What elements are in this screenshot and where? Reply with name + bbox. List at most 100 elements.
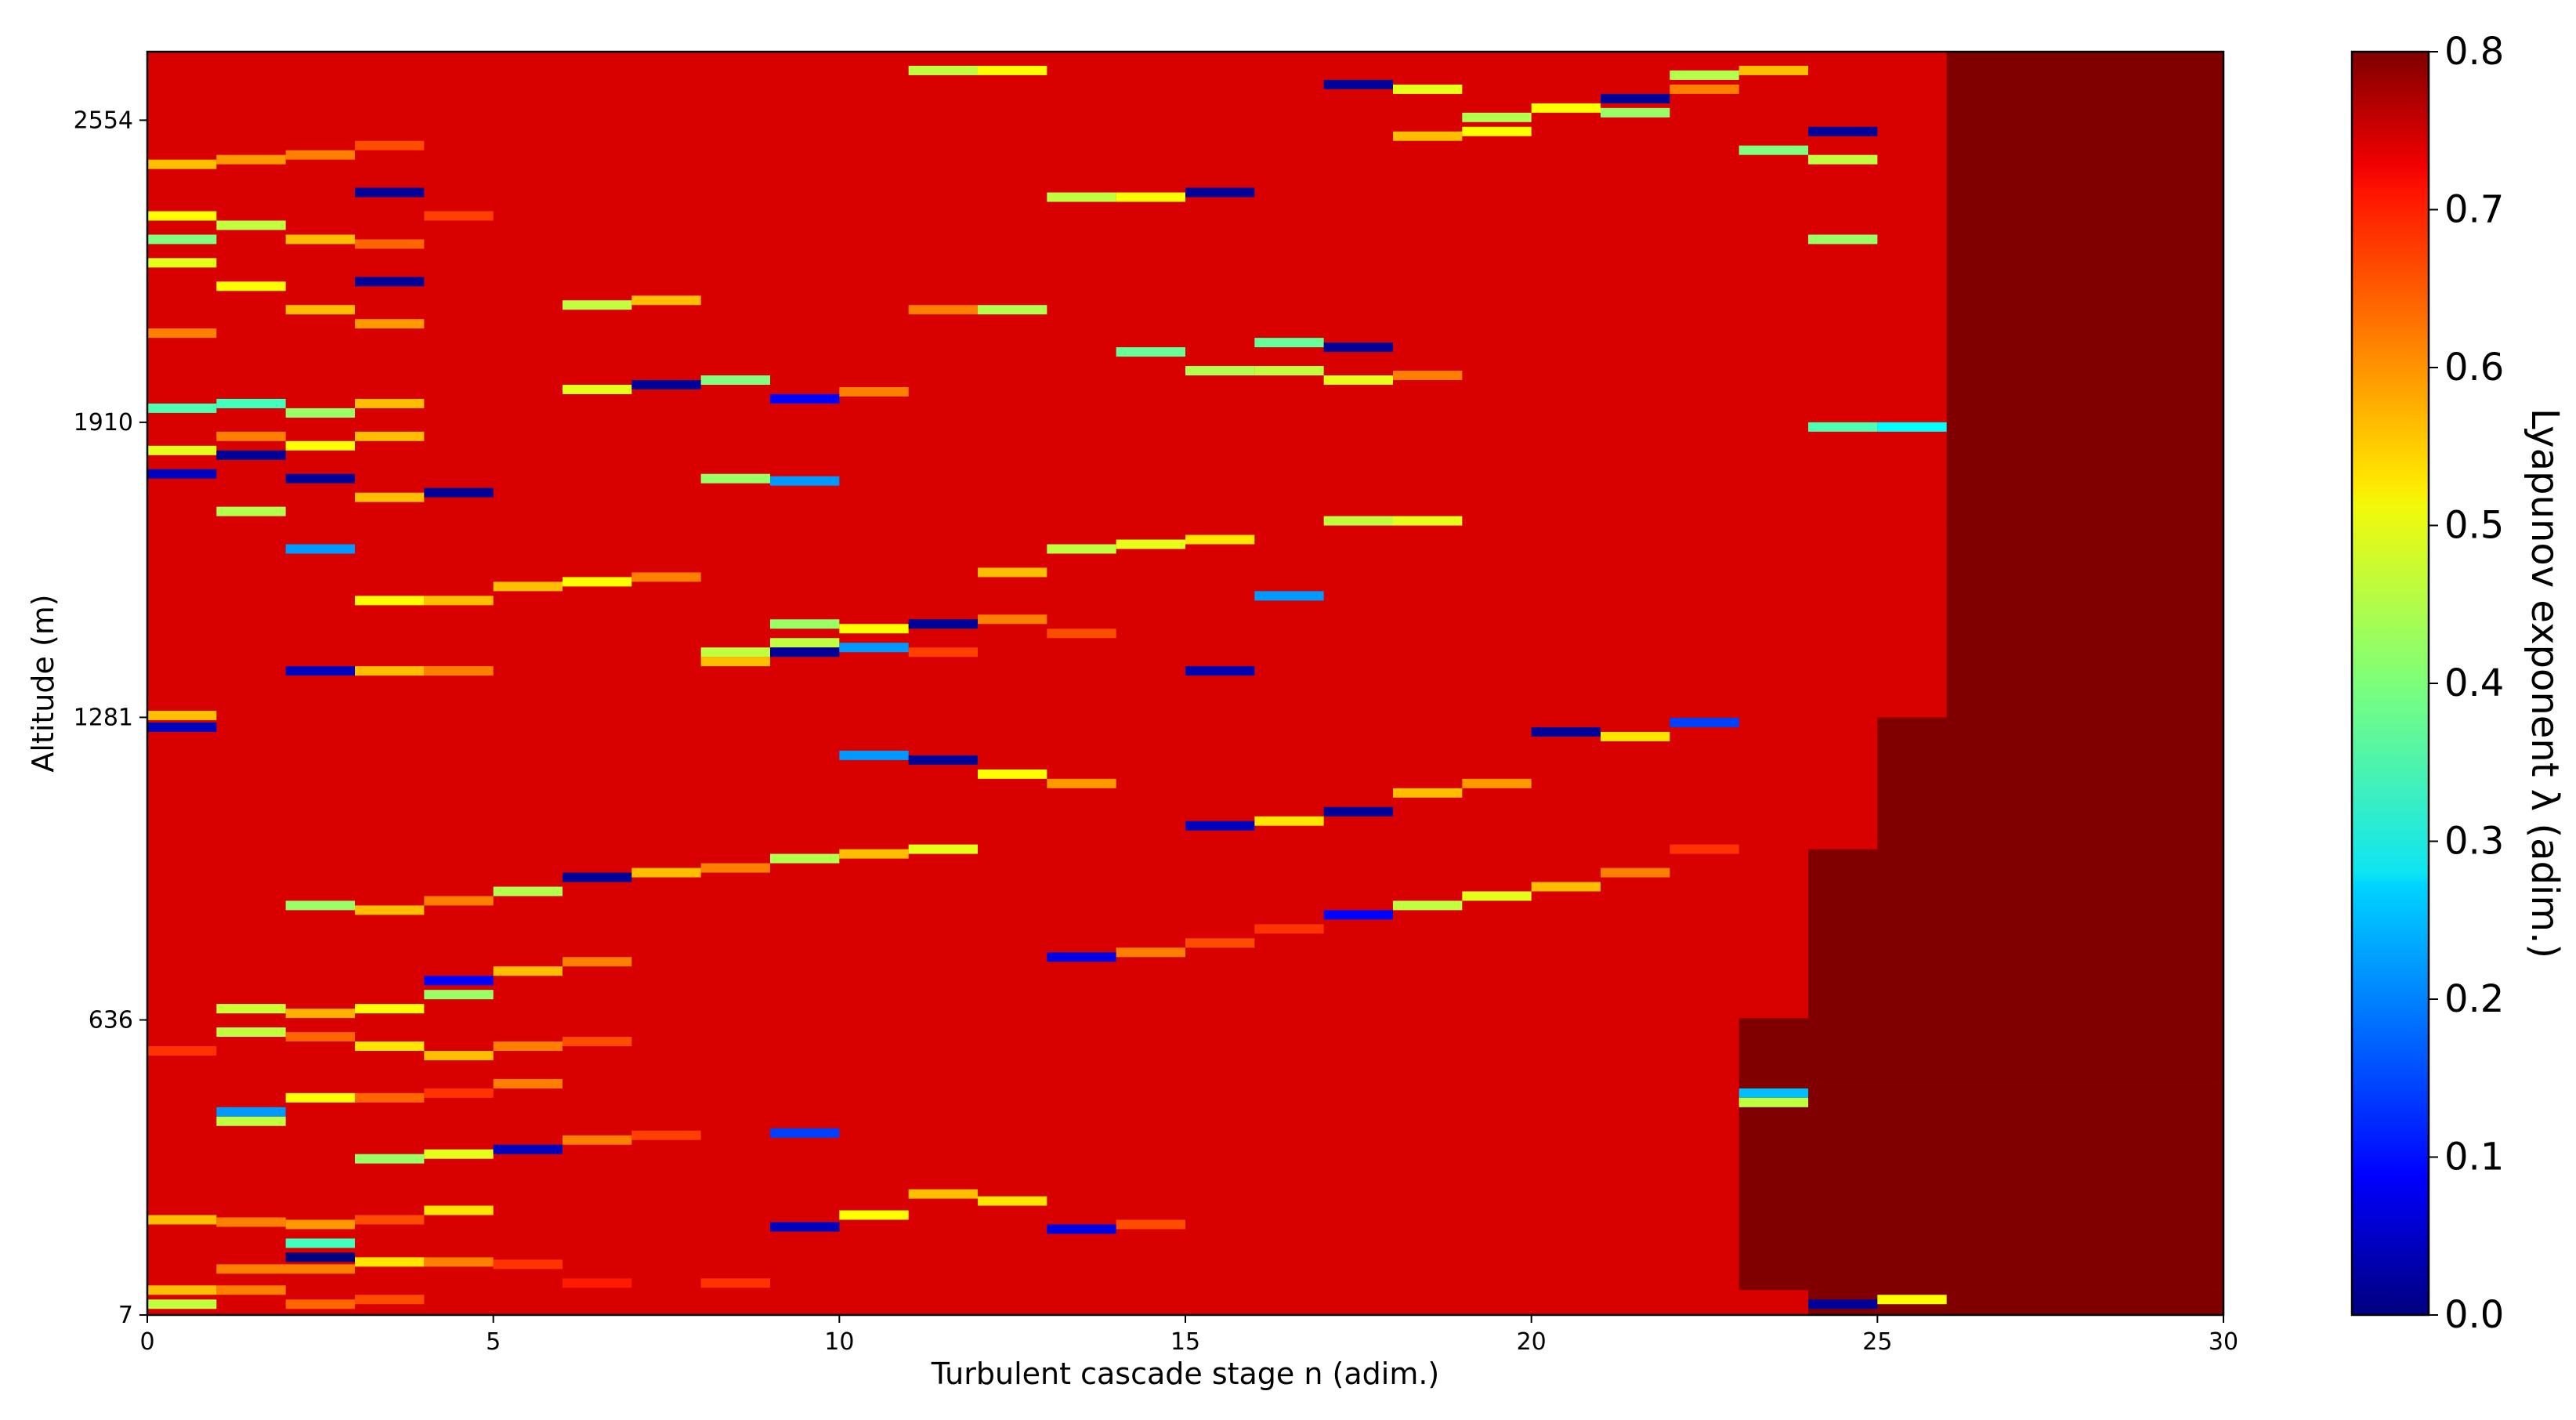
- heatmap-cell: [216, 1285, 286, 1295]
- heatmap-cell: [285, 150, 355, 160]
- x-axis-ticks: 0 5 10 15 20 25 30: [139, 1315, 2238, 1356]
- heatmap-cell: [147, 445, 217, 455]
- heatmap-cell: [631, 380, 701, 389]
- heatmap-cell: [285, 1299, 355, 1310]
- y-tick-label: 2554: [74, 107, 133, 134]
- heatmap-cell: [493, 1078, 563, 1089]
- heatmap-cell: [1738, 145, 1808, 155]
- heatmap-cell: [908, 619, 978, 629]
- heatmap-cell: [631, 572, 701, 582]
- heatmap-cell: [285, 1092, 355, 1103]
- heatmap-cell: [908, 844, 978, 854]
- heatmap-cell: [700, 647, 770, 657]
- plot-area: 0 5 10 15 20 25 30 7 636 1281 1910 2554: [74, 50, 2238, 1356]
- heatmap-cell: [1808, 422, 1878, 432]
- heatmap-cell: [1047, 544, 1116, 554]
- heatmap-cell: [563, 957, 632, 967]
- heatmap-cell: [1254, 366, 1324, 376]
- heatmap-cell: [978, 1196, 1047, 1206]
- heatmap-cell: [355, 187, 425, 197]
- heatmap-cell: [1601, 107, 1670, 118]
- heatmap-cell: [216, 1107, 286, 1117]
- heatmap-cell: [355, 1004, 425, 1014]
- heatmap-cell: [563, 1037, 632, 1047]
- heatmap-cell: [631, 1130, 701, 1140]
- heatmap-cell: [1047, 778, 1116, 788]
- heatmap-cell: [563, 1135, 632, 1145]
- heatmap-cell: [285, 440, 355, 451]
- heatmap-cell: [563, 384, 632, 394]
- colorbar-label: Lyapunov exponent λ (adim.): [2523, 408, 2567, 958]
- heatmap-cell: [424, 487, 494, 498]
- x-tick-label: 15: [1170, 1328, 1200, 1356]
- heatmap-cell: [493, 886, 563, 897]
- heatmap-cell: [355, 1092, 425, 1103]
- heatmap-cell: [1047, 628, 1116, 639]
- heatmap-cell: [1116, 539, 1185, 549]
- heatmap-cell: [1601, 868, 1670, 878]
- x-tick-label: 5: [486, 1328, 501, 1356]
- y-tick-label: 1910: [74, 409, 133, 437]
- heatmap-cell: [1047, 952, 1116, 962]
- heatmap-cell: [147, 469, 217, 479]
- heatmap-cell: [839, 849, 909, 859]
- y-axis-ticks: 7 636 1281 1910 2554: [74, 107, 147, 1329]
- colorbar-tick-label: 0.6: [2444, 346, 2504, 389]
- heatmap-cell: [563, 577, 632, 587]
- heatmap-cell: [1185, 187, 1255, 197]
- heatmap-cell: [1254, 338, 1324, 348]
- heatmap-cell: [355, 239, 425, 249]
- heatmap-cell: [700, 1278, 770, 1288]
- heatmap-cell: [700, 863, 770, 873]
- heatmap-cell: [147, 1215, 217, 1225]
- colorbar-tick-label: 0.3: [2444, 820, 2504, 864]
- x-tick-label: 20: [1517, 1328, 1547, 1356]
- heatmap-cell: [1254, 924, 1324, 934]
- heatmap-cell: [1116, 192, 1185, 202]
- heatmap-cell: [770, 638, 840, 648]
- heatmap-cell: [216, 1264, 355, 1274]
- heatmap-cell: [631, 868, 701, 878]
- heatmap-cell: [424, 1257, 494, 1267]
- heatmap-cell: [1393, 900, 1463, 911]
- heatmap-cell: [770, 1222, 840, 1232]
- heatmap-cell: [147, 722, 217, 732]
- heatmap-cell: [493, 1041, 563, 1051]
- heatmap-cell: [147, 211, 217, 221]
- heatmap-cell: [355, 431, 425, 441]
- heatmap-cell: [285, 1238, 355, 1248]
- heatmap-cell: [285, 544, 355, 554]
- heatmap-cell: [355, 1257, 425, 1267]
- heatmap-cell: [216, 1027, 286, 1038]
- heatmap-cell: [147, 234, 217, 245]
- heatmap-cell: [424, 666, 494, 676]
- y-tick-label: 636: [89, 1006, 133, 1034]
- heatmap-cell: [770, 619, 840, 629]
- heatmap-cell: [839, 386, 909, 397]
- heatmap-cell: [147, 403, 217, 413]
- heatmap-cell: [285, 1032, 355, 1042]
- heatmap-cell: [147, 159, 217, 169]
- x-tick-label: 0: [139, 1328, 154, 1356]
- colorbar-tick-label: 0.5: [2444, 504, 2504, 548]
- heatmap-cell: [147, 1285, 217, 1295]
- heatmap-cell: [1531, 882, 1601, 892]
- heatmap-cell: [1323, 375, 1393, 385]
- heatmap-cell: [216, 431, 286, 441]
- heatmap-cell: [700, 657, 770, 667]
- heatmap-cell: [1323, 516, 1393, 526]
- heatmap-cell: [1670, 84, 1739, 94]
- heatmap-cell: [1185, 666, 1255, 676]
- heatmap-cell: [355, 1041, 425, 1051]
- colorbar-tick-label: 0.2: [2444, 977, 2504, 1021]
- saturated-region: [1946, 520, 2223, 718]
- heatmap-cell: [1116, 347, 1185, 357]
- heatmap-cell: [147, 1299, 217, 1310]
- heatmap-cell: [1738, 1097, 1808, 1107]
- heatmap-cell: [147, 328, 217, 339]
- heatmap-cell: [978, 614, 1047, 625]
- heatmap-cell: [1808, 1299, 1878, 1310]
- colorbar-tick-label: 0.1: [2444, 1136, 2504, 1179]
- heatmap-cell: [1185, 938, 1255, 948]
- heatmap-cell: [1462, 891, 1532, 901]
